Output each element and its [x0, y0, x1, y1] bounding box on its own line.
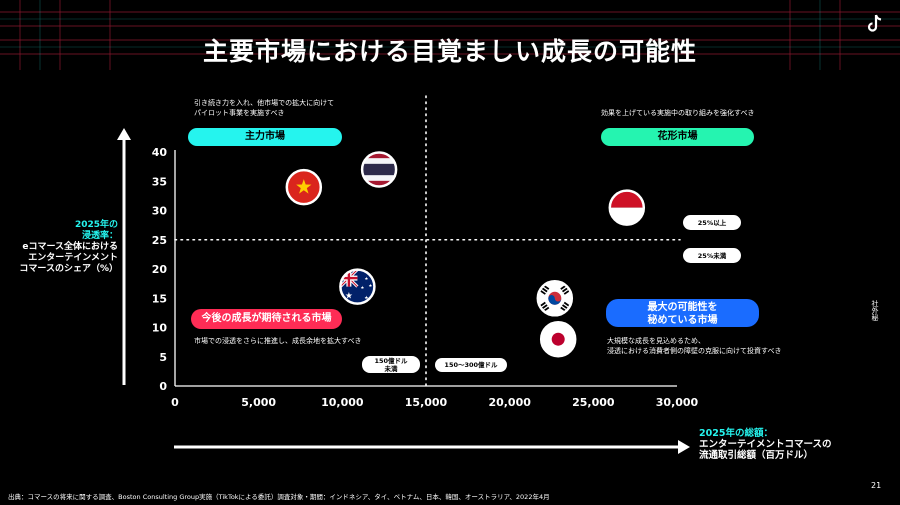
flag-point-australia [339, 268, 376, 305]
flag-stripe [362, 163, 397, 170]
bottom-right-quadrant-note: 大規模な成長を見込めるため、 浸透における消費者側の障壁の克服に向けて投資すべき [607, 337, 782, 355]
flag-stripe [362, 158, 397, 165]
flag-border [360, 151, 398, 188]
y-axis-label-line2: 浸透率： [81, 231, 118, 241]
tiktok-logo-icon [867, 14, 882, 32]
flag-border [539, 320, 577, 358]
y-axis-label-line1: 2025年の [74, 220, 118, 230]
source-footer: 出典：コマースの将来に関する調査、Boston Consulting Group… [8, 493, 550, 501]
y-tick-label: 20 [152, 263, 168, 276]
x-axis-label: 2025年の総額： エンターテイメントコマースの 流通取引総額（百万ドル） [699, 428, 832, 461]
page-title: 主要市場における目覚ましい成長の可能性 [202, 37, 697, 66]
flag-cross-red [347, 269, 351, 287]
x-tick-label: 10,000 [321, 396, 364, 409]
greatest-potential-pill-line2: 秘めている市場 [647, 315, 718, 326]
x-axis-arrow-head [678, 440, 690, 454]
above-25-percent-marker: 25%以上 [683, 215, 741, 230]
below-25-percent-marker: 25%未満 [683, 248, 741, 263]
y-tick-label: 40 [152, 146, 168, 159]
x-axis-label-line1: 2025年の総額： [699, 428, 773, 439]
y-tick-label: 5 [159, 351, 167, 364]
y-tick-label: 30 [152, 205, 168, 218]
x-tick-label: 0 [171, 396, 179, 409]
flag-taegeuk-blue [548, 295, 562, 305]
flag-star [296, 179, 312, 194]
x-tick-label: 15,000 [405, 396, 448, 409]
y-axis-label-line5: コマースのシェア（%） [19, 264, 118, 274]
flag-stripe [362, 152, 397, 159]
x-tick-label: 20,000 [488, 396, 531, 409]
y-tick-label: 15 [152, 292, 167, 305]
flag-border [339, 268, 376, 305]
flag-point-indonesia [608, 189, 646, 226]
flag-indonesia-icon [609, 190, 644, 225]
flag-border [536, 280, 574, 317]
flag-stripe [362, 175, 397, 182]
range-150-300-marker: 150〜300億ドル [435, 358, 507, 372]
flag-star [364, 276, 369, 281]
flag-star [368, 283, 373, 288]
top-right-quadrant-note: 効果を上げている実施中の取り組みを強化すべき [601, 109, 755, 117]
flag-point-vietnam [285, 168, 323, 206]
flag-star [345, 292, 353, 299]
star-market-pill: 花形市場 [601, 128, 754, 146]
top-left-quadrant-note: 引き続き力を入れ、他市場での拡大に向けて パイロット事業を実施すべき [194, 99, 335, 117]
flag-point-japan [539, 320, 577, 358]
y-axis-label-line3: eコマース全体における [22, 242, 118, 252]
y-tick-label: 0 [159, 380, 167, 393]
y-tick-label: 35 [152, 175, 167, 188]
flag-point-south-korea [536, 280, 574, 317]
y-axis-label-line4: エンターテインメント [28, 253, 118, 263]
x-axis-label-line3: 流通取引総額（百万ドル） [699, 450, 814, 461]
x-tick-label: 30,000 [656, 396, 699, 409]
x-axis-label-line2: エンターテイメントコマースの [699, 439, 832, 450]
bottom-left-quadrant-note: 市場での浸透をさらに推進し、成長余地を拡大すべき [194, 337, 362, 345]
core-market-pill: 主力市場 [188, 128, 342, 146]
flag-star [364, 295, 369, 300]
y-tick-label: 25 [152, 234, 167, 247]
greatest-potential-market-pill: 最大の可能性を 秘めている市場 [606, 299, 759, 327]
flag-border [608, 189, 646, 226]
greatest-potential-pill-line1: 最大の可能性を [647, 302, 718, 313]
confidential-label: 社外秘 [871, 300, 879, 321]
growth-expected-market-pill: 今後の成長が期待される市場 [191, 309, 342, 329]
flag-red-band [609, 190, 644, 208]
flag-star [360, 285, 365, 290]
flag-sun [551, 332, 565, 346]
y-axis-label: 2025年の 浸透率： eコマース全体における エンターテインメント コマースの… [19, 220, 118, 275]
flag-point-thailand [360, 151, 398, 188]
flag-stripe [362, 169, 397, 176]
flag-white-band [609, 207, 644, 225]
x-tick-label: 5,000 [241, 396, 276, 409]
y-tick-label: 10 [152, 322, 168, 335]
flag-border [285, 168, 323, 206]
x-tick-label: 25,000 [572, 396, 615, 409]
flag-thailand-icon [362, 152, 397, 187]
flag-stripe [362, 180, 397, 187]
under-150-marker: 150億ドル 未満 [362, 356, 420, 373]
page-number: 21 [871, 481, 882, 490]
y-axis-arrow-head [117, 128, 131, 140]
